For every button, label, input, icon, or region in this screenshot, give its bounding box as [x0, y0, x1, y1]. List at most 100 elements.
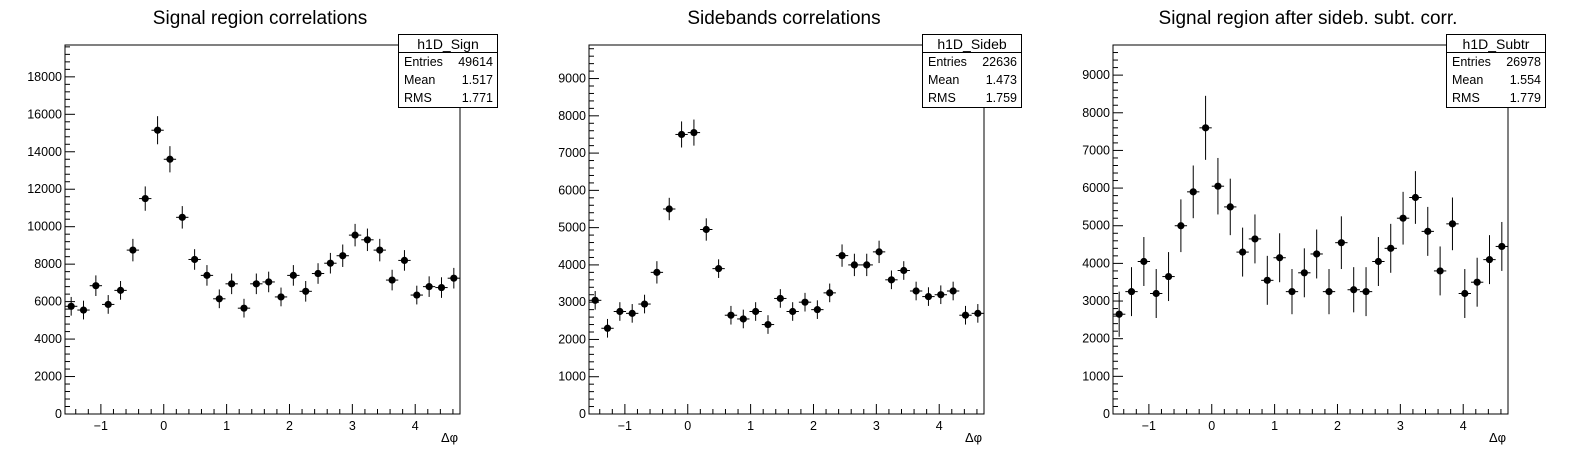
data-point — [1189, 188, 1197, 196]
stats-rms-label: RMS — [404, 91, 432, 105]
data-point — [141, 194, 149, 203]
data-point — [875, 248, 883, 256]
x-tick-label: 4 — [936, 419, 943, 433]
data-point — [1201, 124, 1210, 132]
data-point — [715, 265, 723, 273]
data-point — [400, 256, 409, 265]
data-point — [665, 205, 673, 213]
data-point — [949, 287, 957, 295]
data-point — [1473, 278, 1481, 286]
x-tick-label: 0 — [684, 419, 691, 433]
y-tick-label: 10000 — [27, 220, 62, 234]
plot-2: 0 1000 2000 3000 4000 5000 6000 7000 8000 9000 −1 0… — [558, 44, 985, 433]
data-point — [1498, 242, 1506, 251]
data-point — [1374, 257, 1382, 266]
data-point — [1325, 288, 1333, 296]
stats-entries-label: Entries — [404, 55, 443, 69]
stats-entries-label: Entries — [928, 55, 967, 69]
data-point — [1448, 220, 1457, 228]
data-point — [739, 315, 747, 323]
data-point — [752, 307, 760, 316]
stats-entries-label: Entries — [1452, 55, 1491, 69]
data-point — [1350, 286, 1358, 294]
stats-entries-row-2: Entries 22636 — [923, 53, 1021, 71]
x-axis-label-3: Δφ — [1489, 430, 1507, 445]
data-point — [1214, 182, 1222, 190]
data-point — [388, 276, 396, 284]
data-point — [838, 251, 846, 260]
stats-mean-label: Mean — [1452, 73, 1484, 87]
data-point — [924, 292, 933, 301]
data-point — [1461, 289, 1469, 298]
stats-rms-label: RMS — [1452, 91, 1480, 105]
y-tick-label: 8000 — [34, 257, 62, 271]
x-tick-label: 0 — [160, 419, 167, 433]
stats-mean-row-1: Mean 1.517 — [399, 71, 497, 89]
data-point — [1300, 269, 1308, 277]
data-point — [1485, 256, 1494, 264]
data-point — [1362, 288, 1370, 296]
data-point — [166, 155, 174, 163]
data-point — [1399, 214, 1407, 222]
x-tick-label: 1 — [223, 419, 230, 433]
stats-mean-label: Mean — [928, 73, 960, 87]
y-tick-label: 3000 — [558, 295, 586, 309]
x-tick-label: 2 — [1334, 419, 1341, 433]
stats-box-3: h1D_Subtr Entries 26978 Mean 1.554 RMS 1.77… — [1446, 34, 1546, 108]
chart-panel-1: 0 2000 4000 6000 8000 10000 12000 14000 16000 180… — [0, 0, 532, 472]
data-point — [690, 128, 698, 137]
stats-rms-label: RMS — [928, 91, 956, 105]
data-point — [351, 231, 359, 239]
plot-frame — [1112, 44, 1509, 415]
y-tick-label: 5000 — [1082, 219, 1110, 233]
x-tick-label: 0 — [1208, 419, 1215, 433]
stats-mean-value: 1.473 — [985, 73, 1017, 87]
y-tick-label: 14000 — [27, 145, 62, 159]
data-point — [1313, 250, 1321, 258]
y-tick-label: 0 — [55, 407, 62, 421]
y-tick-label: 8000 — [558, 109, 586, 123]
x-tick-label: 3 — [1397, 419, 1404, 433]
y-tick-label: 7000 — [1082, 143, 1110, 157]
chart-title-3: Signal region after sideb. subt. corr. — [1158, 8, 1458, 29]
data-point — [92, 282, 100, 290]
data-point — [1226, 203, 1234, 211]
stats-entries-row-3: Entries 26978 — [1447, 53, 1545, 71]
x-tick-label: 3 — [873, 419, 880, 433]
y-tick-label: 2000 — [558, 332, 586, 346]
data-point — [974, 309, 982, 317]
chart-title-1: Signal region correlations — [152, 8, 368, 29]
data-point — [1152, 289, 1160, 298]
y-tick-label: 1000 — [1082, 369, 1110, 383]
y-tick-label: 3000 — [1082, 294, 1110, 308]
data-point — [727, 311, 735, 319]
stats-rms-value: 1.759 — [985, 91, 1017, 105]
y-tick-label: 8000 — [1082, 106, 1110, 120]
y-tick-label: 9000 — [1082, 68, 1110, 82]
y-tick-label: 0 — [1103, 407, 1110, 421]
data-point — [1436, 267, 1444, 275]
data-point — [215, 295, 223, 303]
data-point — [937, 291, 945, 299]
data-point — [1288, 288, 1296, 296]
data-point — [1263, 276, 1271, 284]
data-point — [1337, 239, 1345, 247]
x-tick-label: 4 — [412, 419, 419, 433]
data-point — [789, 307, 797, 316]
chart-title-2: Sidebands correlations — [687, 8, 881, 29]
x-tick-label: 1 — [747, 419, 754, 433]
data-point — [1239, 248, 1247, 256]
data-point — [240, 304, 248, 312]
x-tick-label: 2 — [286, 419, 293, 433]
data-point — [376, 246, 384, 254]
x-tick-label: 1 — [1271, 419, 1278, 433]
data-point — [887, 276, 896, 284]
stats-hist-name-2: h1D_Sideb — [923, 35, 1021, 53]
x-tick-label: 2 — [810, 419, 817, 433]
plot-frame — [64, 44, 461, 415]
data-point — [776, 294, 784, 303]
data-point — [863, 261, 871, 269]
stats-rms-value: 1.771 — [461, 91, 493, 105]
data-point — [104, 300, 112, 309]
y-tick-label: 6000 — [34, 295, 62, 309]
